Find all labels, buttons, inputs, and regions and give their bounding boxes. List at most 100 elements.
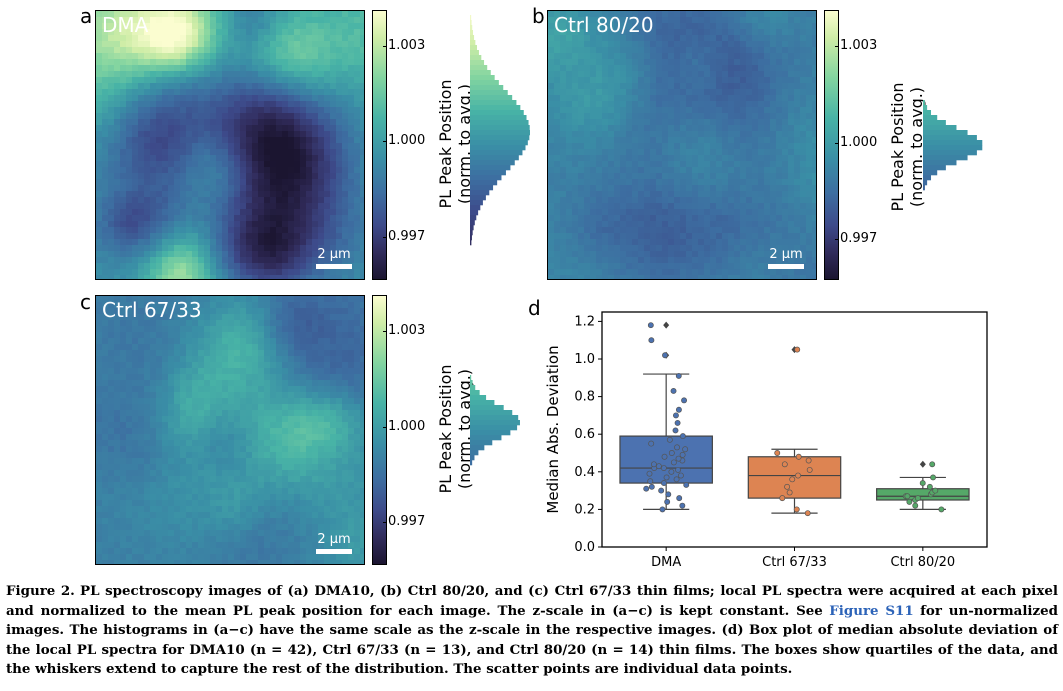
colorbar-a-tick-mid: 1.000: [382, 133, 426, 148]
y-tick-label: 1.0: [574, 352, 595, 367]
pl-map-ctrl-67-33: Ctrl 67/33 2 μm: [95, 295, 365, 565]
data-point: [679, 502, 686, 509]
box-ctrl-80-20: [876, 460, 970, 513]
data-point: [674, 444, 680, 451]
y-tick-label: 0.4: [574, 465, 595, 480]
y-tick-label: 0.6: [574, 427, 595, 442]
data-point: [679, 433, 686, 440]
data-point: [670, 388, 677, 394]
data-point: [673, 476, 680, 483]
data-point: [789, 476, 796, 483]
colorbar-b-label: PL Peak Position (norm. to avg.): [888, 67, 926, 227]
data-point: [663, 474, 670, 481]
colorbar-a-label-line1: PL Peak Position: [436, 79, 455, 209]
colorbar-c-label-line1: PL Peak Position: [436, 364, 455, 494]
y-tick-label: 0.2: [574, 502, 595, 517]
histogram-b: [923, 100, 983, 191]
data-point: [672, 427, 679, 434]
data-point: [805, 457, 812, 464]
data-point: [806, 466, 813, 473]
data-point: [774, 450, 781, 456]
histogram-a: [470, 15, 530, 246]
data-point: [795, 453, 802, 460]
data-point: [647, 478, 654, 485]
pl-map-dma: DMA 2 μm: [95, 10, 365, 280]
data-point: [784, 483, 791, 490]
data-point: [926, 483, 933, 490]
data-point: [661, 480, 667, 487]
data-point: [668, 468, 675, 475]
colorbar-a-label: PL Peak Position (norm. to avg.): [436, 64, 474, 224]
x-tick-label: Ctrl 80/20: [890, 555, 955, 570]
data-point: [665, 491, 672, 498]
outlier-marker: [919, 460, 926, 468]
pl-map-ctrl-80-20-image: [548, 11, 816, 279]
caption-label: Figure 2.: [6, 583, 75, 599]
data-point: [668, 450, 675, 456]
data-point: [906, 498, 913, 505]
data-point: [795, 472, 801, 479]
pl-map-ctrl-67-33-image: [96, 296, 364, 564]
data-point: [679, 451, 686, 458]
y-axis-label: Median Abs. Deviation: [544, 345, 562, 513]
map-title-ctrl-80-20: Ctrl 80/20: [554, 13, 654, 37]
panel-letter-c: c: [80, 290, 91, 314]
y-tick-label: 0.8: [574, 390, 595, 405]
data-point: [648, 440, 655, 447]
figure-s11-link[interactable]: Figure S11: [829, 602, 914, 619]
data-point: [670, 459, 677, 466]
colorbar-c-tick-high: 1.003: [382, 323, 426, 338]
data-point: [675, 406, 682, 413]
data-point: [804, 510, 811, 517]
pl-map-dma-image: [96, 11, 364, 279]
map-title-ctrl-67-33: Ctrl 67/33: [102, 298, 202, 322]
data-point: [681, 397, 688, 404]
pl-map-ctrl-80-20: Ctrl 80/20 2 μm: [547, 10, 817, 280]
histogram-c: [470, 375, 520, 466]
scalebar-c: 2 μm: [316, 532, 352, 554]
data-point: [904, 493, 911, 500]
panel-letter-d: d: [528, 296, 541, 320]
data-point: [672, 412, 679, 419]
data-point: [786, 489, 793, 496]
data-point: [914, 495, 921, 502]
data-point: [919, 480, 926, 487]
data-point: [655, 463, 662, 470]
colorbar-b-tick-low: 0.997: [834, 231, 878, 246]
colorbar-c-tick-low: 0.997: [382, 514, 426, 529]
data-point: [646, 470, 653, 477]
panel-letter-b: b: [532, 4, 545, 28]
scalebar-c-label: 2 μm: [317, 532, 351, 547]
outlier-marker: [663, 321, 670, 329]
box-dma: [619, 321, 713, 513]
scalebar-a-label: 2 μm: [317, 247, 351, 262]
data-point: [676, 495, 683, 502]
data-point: [793, 506, 800, 513]
colorbar-b-label-line1: PL Peak Position: [888, 82, 907, 212]
data-point: [647, 322, 654, 329]
data-point: [659, 506, 666, 513]
data-point: [682, 446, 689, 453]
data-point: [648, 337, 655, 344]
data-point: [664, 498, 671, 505]
data-point: [674, 419, 681, 426]
data-point: [658, 487, 665, 494]
scalebar-a: 2 μm: [316, 247, 352, 269]
colorbar-c: [372, 295, 387, 565]
x-tick-label: Ctrl 67/33: [762, 555, 827, 570]
data-point: [675, 455, 682, 462]
x-tick-label: DMA: [651, 555, 681, 570]
scalebar-b-label: 2 μm: [769, 247, 803, 262]
map-title-dma: DMA: [102, 13, 149, 37]
box-body: [876, 488, 970, 501]
data-point: [666, 436, 673, 443]
colorbar-a-tick-high: 1.003: [382, 38, 426, 53]
colorbar-c-label: PL Peak Position (norm. to avg.): [436, 349, 474, 509]
data-point: [794, 346, 801, 353]
data-point: [650, 461, 657, 468]
data-point: [779, 495, 786, 502]
data-point: [677, 472, 684, 479]
colorbar-b-tick-high: 1.003: [834, 38, 878, 53]
caption-bold-text: PL spectroscopy images of (a) DMA10, (b)…: [6, 583, 1058, 619]
colorbar-b: [824, 10, 839, 280]
